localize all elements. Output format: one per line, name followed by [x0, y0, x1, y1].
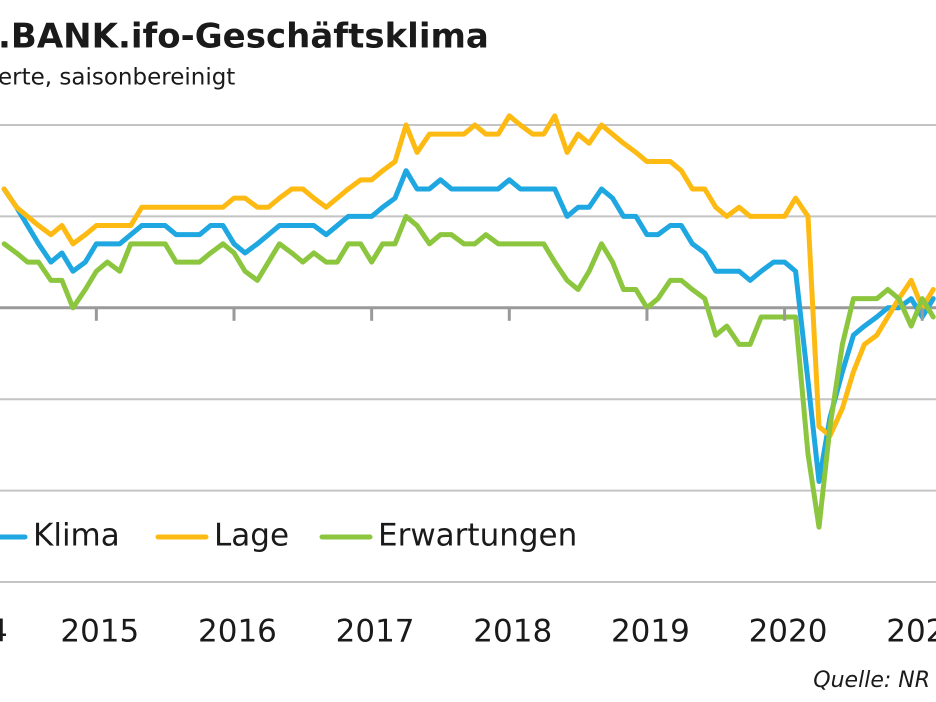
- plot-lines: [1, 113, 936, 530]
- chart-subtitle: erte, saisonbereinigt: [0, 65, 235, 91]
- x-tick-label: 2020: [749, 614, 828, 650]
- x-tick-label: 2019: [611, 614, 690, 650]
- x-tick-label: 2015: [60, 614, 139, 650]
- x-tick-label: 2016: [198, 614, 277, 650]
- x-tick-label: 2017: [336, 614, 415, 650]
- series-line: [1, 168, 936, 484]
- legend-label: Erwartungen: [378, 518, 577, 554]
- grid: [0, 124, 936, 583]
- x-tick-label: 4: [0, 614, 8, 650]
- series-line: [1, 113, 936, 439]
- legend-label: Lage: [214, 518, 289, 554]
- x-axis: 4 2015 2016 2017 2018 2019 2020 202: [0, 307, 936, 650]
- legend: Klima Lage Erwartungen: [0, 518, 577, 554]
- chart-title: .BANK.ifo-Geschäftsklima: [0, 17, 489, 57]
- legend-label: Klima: [33, 518, 120, 554]
- x-tick-label: 2018: [473, 614, 552, 650]
- series-line: [1, 213, 936, 530]
- x-tick-label: 202: [886, 614, 936, 650]
- source-note: Quelle: NR: [813, 668, 930, 693]
